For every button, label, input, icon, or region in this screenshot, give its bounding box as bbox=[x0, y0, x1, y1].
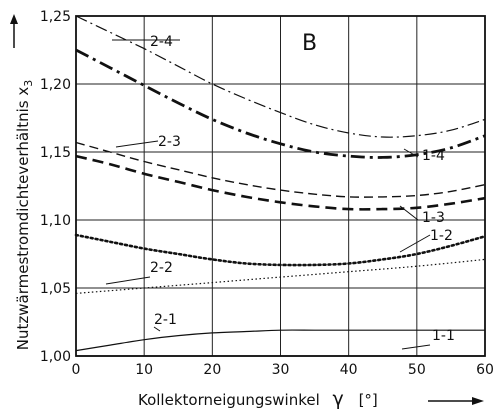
x-tick-label: 20 bbox=[203, 362, 221, 378]
y-tick-label: 1,15 bbox=[40, 145, 71, 161]
y-axis-label: Nutzwärmestromdichteverhältnis x3 bbox=[14, 80, 35, 350]
series-labels: 2-4 1-4 2-3 1-3 1-2 2-2 2-1 1-1 bbox=[150, 34, 455, 344]
series-line-1-3 bbox=[75, 154, 486, 211]
leader-2-2 bbox=[105, 276, 151, 285]
series-label-2-1: 2-1 bbox=[154, 312, 177, 328]
series-line-2-3 bbox=[75, 141, 486, 198]
series-line-1-2 bbox=[74, 233, 487, 267]
y-tick-label: 1,25 bbox=[40, 9, 71, 25]
series-label-1-1: 1-1 bbox=[432, 328, 455, 344]
series-label-2-4: 2-4 bbox=[150, 34, 173, 50]
x-tick-label: 40 bbox=[340, 362, 358, 378]
y-tick-label: 1,05 bbox=[40, 281, 71, 297]
series-line-1-4 bbox=[75, 48, 486, 159]
x-tick-label: 10 bbox=[135, 362, 153, 378]
y-tick-label: 1,20 bbox=[40, 77, 71, 93]
y-tick-label: 1,00 bbox=[40, 349, 71, 365]
y-axis-subscript: 3 bbox=[22, 80, 35, 87]
series-label-2-3: 2-3 bbox=[158, 134, 181, 150]
series-line-2-1 bbox=[75, 329, 485, 352]
svg-text:Kollektorneigungswinkel: Kollektorneigungswinkel γ [°] bbox=[138, 388, 378, 410]
x-axis-symbol: γ bbox=[333, 388, 344, 410]
leader-1-1 bbox=[401, 344, 431, 350]
x-tick-label: 30 bbox=[272, 362, 290, 378]
series-label-1-2: 1-2 bbox=[430, 228, 453, 244]
x-axis-arrow-icon bbox=[428, 397, 484, 405]
leader-1-3 bbox=[399, 205, 419, 221]
x-axis-unit: [°] bbox=[359, 391, 378, 409]
y-axis-label-text: Nutzwärmestromdichteverhältnis bbox=[14, 100, 32, 350]
panel-label: B bbox=[302, 31, 317, 56]
series-label-1-3: 1-3 bbox=[422, 210, 445, 226]
series-label-1-4: 1-4 bbox=[422, 148, 445, 164]
series-line-2-4 bbox=[75, 15, 486, 138]
x-tick-label: 50 bbox=[408, 362, 426, 378]
leader-2-1 bbox=[153, 326, 161, 332]
x-tick-labels: 0 10 20 30 40 50 60 bbox=[72, 362, 494, 378]
leader-1-2 bbox=[399, 234, 431, 253]
leader-2-3 bbox=[115, 140, 159, 148]
x-tick-label: 0 bbox=[72, 362, 81, 378]
x-axis-label-text: Kollektorneigungswinkel bbox=[138, 391, 320, 409]
series-line-2-2 bbox=[75, 258, 486, 294]
series-label-2-2: 2-2 bbox=[150, 260, 173, 276]
y-axis-arrow-icon bbox=[10, 14, 18, 48]
label-leaders bbox=[105, 39, 431, 350]
y-tick-label: 1,10 bbox=[40, 213, 71, 229]
x-tick-label: 60 bbox=[476, 362, 494, 378]
y-tick-labels: 1,00 1,05 1,10 1,15 1,20 1,25 bbox=[40, 9, 71, 365]
svg-text:Nutzwärmestromdichteverhältnis: Nutzwärmestromdichteverhältnis x3 bbox=[14, 80, 35, 350]
series-lines bbox=[74, 15, 487, 357]
grid bbox=[75, 15, 486, 357]
x-axis-label: Kollektorneigungswinkel γ [°] bbox=[138, 388, 378, 410]
y-axis-symbol: x bbox=[14, 87, 32, 96]
leader-1-4 bbox=[403, 148, 419, 158]
